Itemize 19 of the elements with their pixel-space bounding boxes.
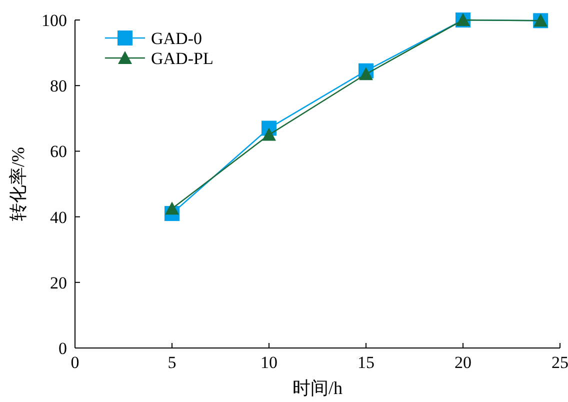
x-tick-label: 25 xyxy=(552,353,568,372)
legend-label: GAD-0 xyxy=(151,29,202,48)
x-tick-label: 0 xyxy=(70,353,80,372)
y-tick-label: 20 xyxy=(50,273,67,292)
y-tick-label: 40 xyxy=(50,208,67,227)
x-tick-label: 15 xyxy=(358,353,374,372)
y-tick-label: 80 xyxy=(50,76,67,96)
y-tick-label: 100 xyxy=(42,11,67,30)
point xyxy=(359,67,373,80)
x-tick-label: 10 xyxy=(260,353,278,372)
y-tick-label: 60 xyxy=(50,142,67,162)
y-tick-label: 0 xyxy=(58,339,67,358)
x-tick-label: 20 xyxy=(454,353,472,372)
x-axis-title: 时间/h xyxy=(292,378,343,398)
point xyxy=(165,202,179,215)
legend-label: GAD-PL xyxy=(151,49,214,68)
x-tick-label: 5 xyxy=(168,353,176,372)
point xyxy=(262,128,276,141)
y-axis-title: 转化率/% xyxy=(8,147,28,221)
